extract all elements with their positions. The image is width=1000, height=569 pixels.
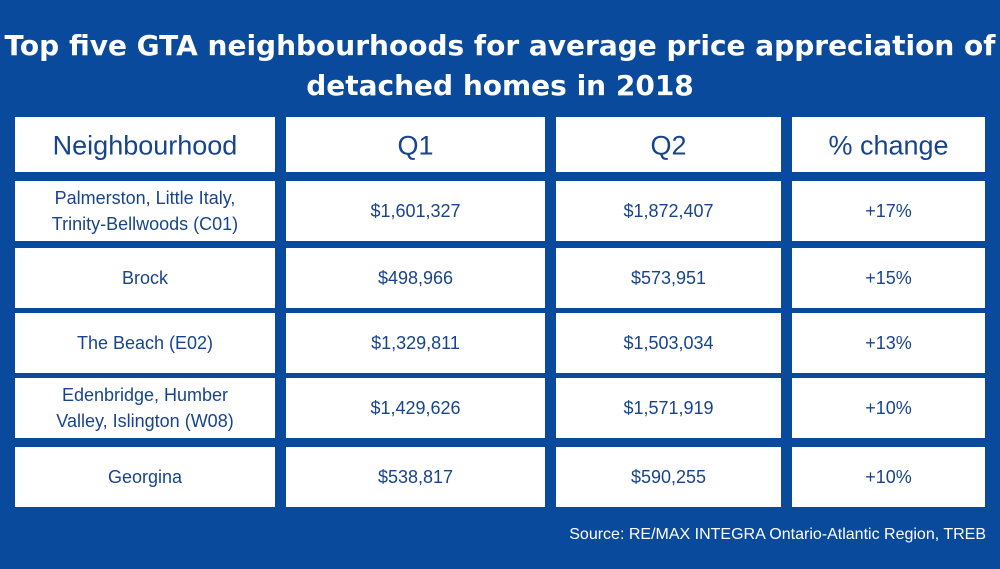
change-value-r4: +10% [865, 398, 912, 418]
table-cell-r3-q1 [286, 313, 545, 373]
q1-value-r4: $1,429,626 [370, 398, 460, 418]
q1-value-r2: $498,966 [378, 268, 453, 288]
table-cell-r1-change [792, 181, 985, 241]
change-value-r5: +10% [865, 467, 912, 487]
table-cell-r4-neighbourhood [15, 378, 275, 438]
source-note: Source: RE/MAX INTEGRA Ontario-Atlantic … [569, 526, 986, 543]
table-cell-r1-neighbourhood [15, 181, 275, 241]
chart-title: Top five GTA neighbourhoods for average … [0, 26, 1000, 106]
table-cell-r5-q2 [556, 447, 781, 507]
table-cell-r4-q2 [556, 378, 781, 438]
table-cell-r3-change [792, 313, 985, 373]
table-cell-r2-change [792, 248, 985, 308]
q2-value-r1: $1,872,407 [623, 201, 713, 221]
chart-title-line-1: Top five GTA neighbourhoods for average … [4, 29, 996, 62]
table-cell-r5-change [792, 447, 985, 507]
chart-title-line-2: detached homes in 2018 [306, 69, 694, 102]
neighbourhood-label-r1-line1: Palmerston, Little Italy, [55, 188, 236, 208]
table-cell-r2-neighbourhood [15, 248, 275, 308]
neighbourhood-label-r4-line2: Valley, Islington (W08) [56, 411, 233, 431]
q1-value-r3: $1,329,811 [371, 333, 460, 353]
q1-value-r5: $538,817 [378, 467, 453, 487]
q1-value-r1: $1,601,327 [370, 201, 460, 221]
q2-value-r5: $590,255 [631, 467, 706, 487]
column-header-q2: Q2 [650, 131, 686, 161]
header-cell-change [792, 117, 985, 172]
table-cell-r2-q1 [286, 248, 545, 308]
table-cell-r5-q1 [286, 447, 545, 507]
table-cell-r1-q1 [286, 181, 545, 241]
q2-value-r4: $1,571,919 [623, 398, 713, 418]
header-cell-neighbourhood [15, 117, 275, 172]
neighbourhood-label-r2-line1: Brock [122, 268, 169, 288]
q2-value-r2: $573,951 [631, 268, 706, 288]
column-header-neighbourhood: Neighbourhood [53, 131, 238, 161]
table-cell-r3-q2 [556, 313, 781, 373]
table-cell-r5-neighbourhood [15, 447, 275, 507]
table-cell-r4-change [792, 378, 985, 438]
neighbourhood-label-r3-line1: The Beach (E02) [77, 333, 213, 353]
change-value-r1: +17% [865, 201, 912, 221]
header-cell-q2 [556, 117, 781, 172]
change-value-r3: +13% [865, 333, 912, 353]
column-header-change: % change [828, 131, 948, 161]
table-cell-r2-q2 [556, 248, 781, 308]
neighbourhood-label-r5-line1: Georgina [108, 467, 183, 487]
table-cell-r4-q1 [286, 378, 545, 438]
q2-value-r3: $1,503,034 [623, 333, 713, 353]
table-cell-r3-neighbourhood [15, 313, 275, 373]
change-value-r2: +15% [865, 268, 912, 288]
table-cell-r1-q2 [556, 181, 781, 241]
neighbourhood-label-r4-line1: Edenbridge, Humber [62, 385, 228, 405]
neighbourhood-label-r1-line2: Trinity-Bellwoods (C01) [52, 214, 238, 234]
header-cell-q1 [286, 117, 545, 172]
column-header-q1: Q1 [397, 131, 433, 161]
